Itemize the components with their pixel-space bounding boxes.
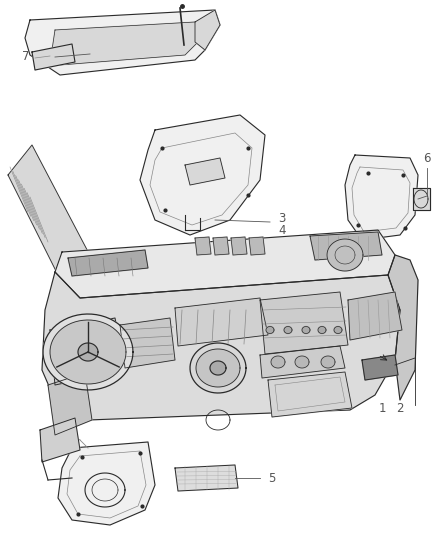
Polygon shape <box>190 343 246 393</box>
Polygon shape <box>140 115 265 235</box>
Polygon shape <box>185 158 225 185</box>
Polygon shape <box>334 327 342 334</box>
Polygon shape <box>213 237 229 255</box>
Text: 6: 6 <box>423 151 431 165</box>
Polygon shape <box>260 292 348 354</box>
Polygon shape <box>25 10 220 75</box>
Text: 7: 7 <box>22 51 30 63</box>
Polygon shape <box>32 44 75 70</box>
Polygon shape <box>40 418 80 462</box>
Polygon shape <box>195 10 220 50</box>
Polygon shape <box>78 343 98 361</box>
Polygon shape <box>175 465 238 491</box>
Polygon shape <box>8 145 95 295</box>
Text: 3: 3 <box>278 212 286 224</box>
Text: 2: 2 <box>396 401 404 415</box>
Polygon shape <box>48 373 92 435</box>
Polygon shape <box>362 355 398 380</box>
Polygon shape <box>321 356 335 368</box>
Polygon shape <box>284 327 292 334</box>
Polygon shape <box>271 356 285 368</box>
Polygon shape <box>42 272 400 420</box>
Text: 5: 5 <box>268 472 276 484</box>
Polygon shape <box>120 318 175 368</box>
Polygon shape <box>196 349 240 387</box>
Polygon shape <box>327 239 363 271</box>
Polygon shape <box>175 298 268 346</box>
Polygon shape <box>210 361 226 375</box>
Polygon shape <box>348 292 402 340</box>
Polygon shape <box>388 255 418 400</box>
Polygon shape <box>55 230 395 298</box>
Polygon shape <box>231 237 247 255</box>
Polygon shape <box>58 442 155 525</box>
Polygon shape <box>310 232 382 260</box>
Polygon shape <box>266 327 274 334</box>
Polygon shape <box>413 188 430 210</box>
Polygon shape <box>43 314 133 390</box>
Polygon shape <box>318 327 326 334</box>
Text: 1: 1 <box>378 401 386 415</box>
Polygon shape <box>345 155 418 240</box>
Polygon shape <box>52 22 198 65</box>
Polygon shape <box>195 237 211 255</box>
Polygon shape <box>302 327 310 334</box>
Polygon shape <box>68 250 148 276</box>
Polygon shape <box>268 372 352 417</box>
Polygon shape <box>50 320 126 384</box>
Polygon shape <box>260 346 345 378</box>
Polygon shape <box>295 356 309 368</box>
Polygon shape <box>50 318 125 385</box>
Text: 4: 4 <box>278 223 286 237</box>
Polygon shape <box>249 237 265 255</box>
